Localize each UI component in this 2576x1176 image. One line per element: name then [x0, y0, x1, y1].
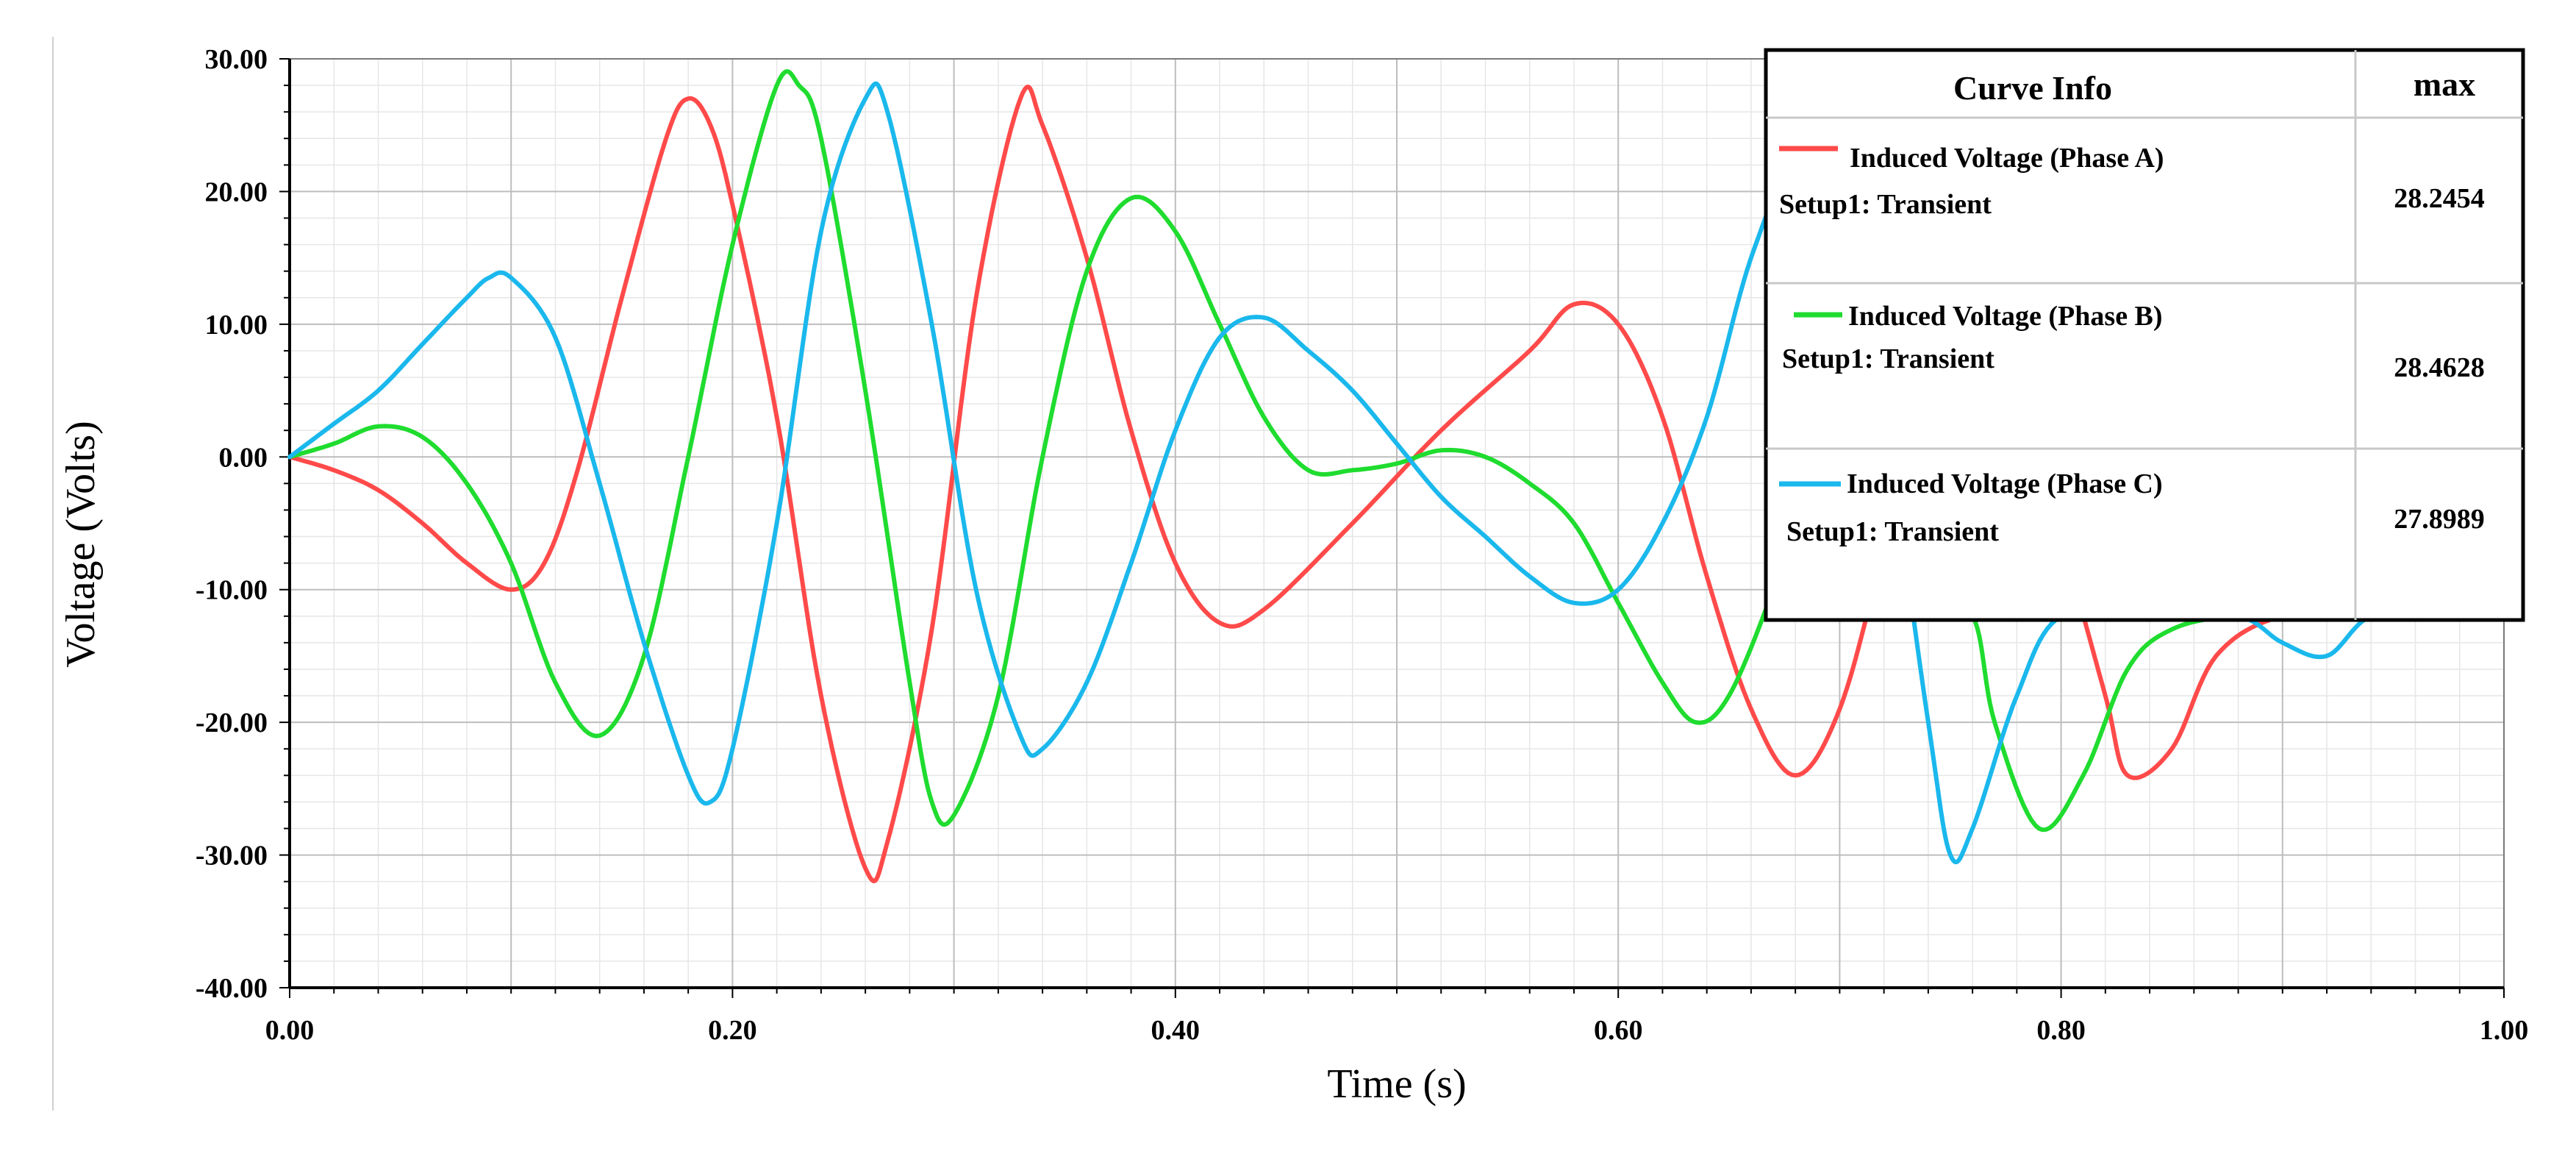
tick-labels: 30.00 20.00 10.00 0.00 -10.00 -20.00 -30.00 -40…: [196, 44, 2528, 1046]
legend-setup-phase-c: Setup1: Transient: [1786, 516, 1999, 547]
y-tick-label: -30.00: [196, 841, 268, 872]
legend-max-phase-a: 28.2454: [2394, 183, 2485, 214]
x-tick-label: 0.80: [2036, 1015, 2086, 1046]
x-axis-label: Time (s): [1327, 1061, 1466, 1107]
y-tick-label: -40.00: [196, 973, 268, 1004]
x-tick-label: 0.20: [708, 1015, 757, 1046]
grid: [289, 58, 2505, 988]
legend-setup-phase-b: Setup1: Transient: [1782, 343, 1994, 374]
y-tick-label: -10.00: [196, 575, 268, 606]
x-tick-label: 0.60: [1594, 1015, 1643, 1046]
legend-header-label: Curve Info: [1953, 69, 2112, 107]
legend-max-header: max: [2414, 65, 2475, 103]
legend-max-phase-b: 28.4628: [2394, 352, 2485, 383]
x-tick-label: 0.00: [265, 1015, 315, 1046]
y-tick-label: 0.00: [219, 442, 268, 473]
y-tick-label: 10.00: [205, 310, 268, 341]
x-tick-label: 1.00: [2480, 1015, 2529, 1046]
legend-max-phase-c: 27.8989: [2394, 504, 2485, 535]
legend-setup-phase-a: Setup1: Transient: [1779, 189, 1992, 220]
legend-frame: [1764, 48, 2525, 622]
legend-table: Curve Info max Induced Voltage (Phase A)…: [1764, 48, 2525, 622]
legend-entry-phase-b: Induced Voltage (Phase B): [1848, 301, 2163, 332]
y-axis-label: Voltage (Volts): [58, 421, 104, 667]
legend-entry-phase-c: Induced Voltage (Phase C): [1847, 468, 2163, 499]
legend-entry-phase-a: Induced Voltage (Phase A): [1850, 143, 2164, 174]
series-line-induced-voltage-phase-c: [287, 81, 2440, 865]
x-tick-label: 0.40: [1151, 1015, 1201, 1046]
axes: [279, 58, 2505, 998]
y-tick-label: -20.00: [196, 708, 268, 738]
y-tick-label: 30.00: [205, 44, 268, 75]
y-tick-label: 20.00: [205, 177, 268, 207]
